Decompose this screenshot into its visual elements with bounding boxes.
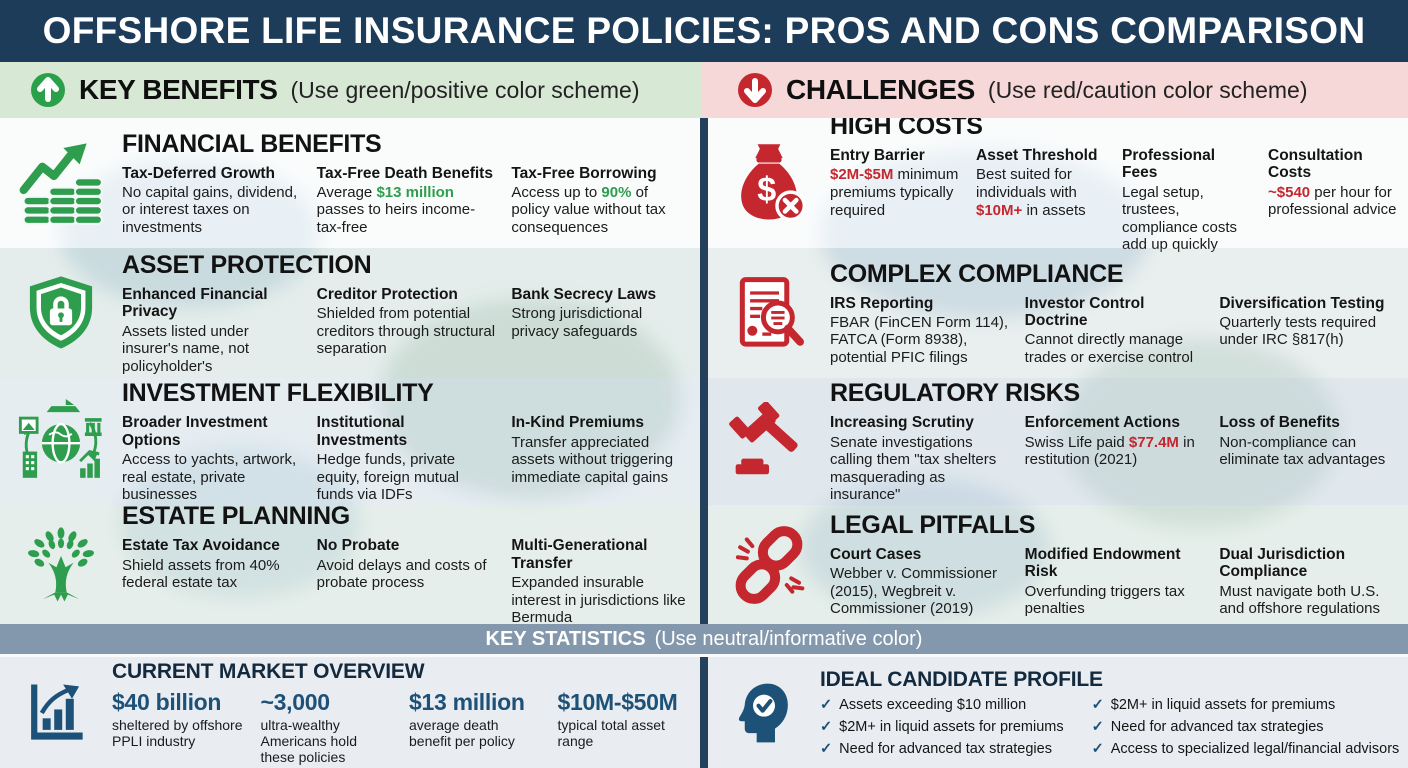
statistics-body: CURRENT MARKET OVERVIEW $40 billion shel…: [0, 654, 1408, 768]
map-blob: [1060, 338, 1340, 528]
section-title: FINANCIAL BENEFITS: [122, 129, 382, 158]
benefit-item: Tax-Free Borrowing Access up to 90% of p…: [511, 164, 666, 236]
section-title: COMPLEX COMPLIANCE: [830, 259, 1124, 288]
investment-flexibility-section: INVESTMENT FLEXIBILITY Broader Investmen…: [0, 378, 700, 505]
market-overview-title: CURRENT MARKET OVERVIEW: [112, 659, 425, 683]
check-icon: ✓: [820, 719, 833, 735]
benefit-item: Institutional Investments Hedge funds, p…: [316, 414, 459, 504]
comparison-body: FINANCIAL BENEFITS Tax-Deferred Growth N…: [0, 118, 1408, 624]
check-icon: ✓: [1091, 741, 1104, 757]
stat-item: ~3,000 ultra-wealthy Americans hold thes…: [260, 688, 358, 766]
gavel-icon: [708, 401, 830, 482]
up-arrow-circle-icon: [31, 73, 65, 107]
candidate-profile-title: IDEAL CANDIDATE PROFILE: [820, 668, 1103, 691]
page-title: OFFSHORE LIFE INSURANCE POLICIES: PROS A…: [0, 0, 1408, 62]
benefit-item: Enhanced Financial Privacy Assets listed…: [122, 285, 268, 375]
stat-item: $10M-$50M typical total asset range: [557, 688, 678, 749]
check-icon: ✓: [1091, 697, 1104, 713]
checklist-item: ✓ Assets exceeding $10 million: [820, 697, 1027, 713]
financial-benefits-section: FINANCIAL BENEFITS Tax-Deferred Growth N…: [0, 118, 700, 248]
regulatory-risks-section: REGULATORY RISKS Increasing Scrutiny Sen…: [708, 378, 1408, 505]
key-benefits-header: KEY BENEFITS (Use green/positive color s…: [0, 62, 701, 118]
bar-chart-icon: [0, 681, 112, 745]
broken-chain-icon: [708, 525, 830, 605]
challenge-item: Dual Jurisdiction Compliance Must naviga…: [1219, 546, 1381, 618]
down-arrow-circle-icon: [738, 73, 772, 107]
benefit-item: Creditor Protection Shielded from potent…: [316, 285, 496, 358]
map-blob: [380, 298, 680, 498]
checklist-item: ✓ $2M+ in liquid assets for premiums: [1091, 697, 1336, 713]
benefit-item: Tax-Deferred Growth No capital gains, di…: [122, 164, 298, 236]
key-benefits-label: KEY BENEFITS: [79, 74, 278, 105]
check-icon: ✓: [820, 697, 833, 713]
legal-pitfalls-section: LEGAL PITFALLS Court Cases Webber v. Com…: [708, 505, 1408, 624]
section-title: ESTATE PLANNING: [122, 502, 350, 531]
challenge-item: Asset Threshold Best suited for individu…: [976, 147, 1098, 219]
key-statistics-label: KEY STATISTICS: [485, 627, 646, 650]
bottom-center-divider: [700, 657, 708, 768]
estate-planning-section: ESTATE PLANNING Estate Tax Avoidance Shi…: [0, 502, 700, 624]
challenge-item: Modified Endowment Risk Overfunding trig…: [1024, 546, 1185, 618]
benefits-panel: FINANCIAL BENEFITS Tax-Deferred Growth N…: [0, 118, 700, 624]
key-statistics-bar: KEY STATISTICS (Use neutral/informative …: [0, 624, 1408, 654]
challenge-item: Enforcement Actions Swiss Life paid $77.…: [1024, 414, 1195, 469]
globe-investments-icon: [0, 398, 122, 485]
challenge-item: Investor Control Doctrine Cannot directl…: [1024, 294, 1194, 366]
benefit-item: Bank Secrecy Laws Strong jurisdictional …: [511, 285, 657, 340]
stat-item: $40 billion sheltered by offshore PPLI i…: [112, 688, 243, 749]
benefit-item: Estate Tax Avoidance Shield assets from …: [122, 537, 280, 592]
challenges-header: CHALLENGES (Use red/caution color scheme…: [701, 62, 1408, 118]
head-check-icon: [708, 680, 820, 746]
money-bag-icon: $: [708, 142, 830, 224]
candidate-checklist-col1: ✓ Assets exceeding $10 million ✓ $2M+ in l…: [820, 697, 1064, 757]
section-title: HIGH COSTS: [830, 118, 983, 141]
coins-growth-icon: [0, 141, 122, 225]
section-title: ASSET PROTECTION: [122, 250, 372, 279]
benefit-item: Broader Investment Options Access to yac…: [122, 414, 297, 504]
benefit-item: No Probate Avoid delays and costs of pro…: [316, 537, 487, 592]
challenge-item: Professional Fees Legal setup, trustees,…: [1122, 147, 1238, 254]
section-header-bands: KEY BENEFITS (Use green/positive color s…: [0, 62, 1408, 118]
key-statistics-note: (Use neutral/informative color): [654, 627, 923, 650]
challenge-item: Entry Barrier $2M-$5M minimum premiums t…: [830, 147, 959, 219]
key-benefits-note: (Use green/positive color scheme): [290, 76, 640, 103]
center-divider: [700, 118, 708, 624]
stat-item: $13 million average death benefit per po…: [409, 688, 525, 749]
challenge-item: Court Cases Webber v. Commissioner (2015…: [830, 546, 997, 618]
challenge-item: Diversification Testing Quarterly tests …: [1219, 294, 1385, 349]
challenge-item: IRS Reporting FBAR (FinCEN Form 114), FA…: [830, 294, 1009, 366]
market-overview: CURRENT MARKET OVERVIEW $40 billion shel…: [0, 657, 700, 768]
benefit-item: Multi-Generational Transfer Expanded ins…: [511, 537, 686, 624]
checklist-item: ✓ Need for advanced tax strategies: [820, 741, 1052, 757]
section-title: REGULATORY RISKS: [830, 379, 1080, 408]
document-search-icon: [708, 273, 830, 353]
challenges-label: CHALLENGES: [786, 74, 975, 105]
high-costs-section: $ HIGH COSTS Entry Barrier $2M-$5M minim…: [708, 118, 1408, 253]
challenge-item: Increasing Scrutiny Senate investigation…: [830, 414, 997, 504]
benefit-item: Tax-Free Death Benefits Average $13 mill…: [316, 164, 493, 236]
svg-text:$: $: [757, 171, 776, 209]
checklist-item: ✓ Need for advanced tax strategies: [1091, 719, 1324, 735]
map-blob: [120, 448, 360, 598]
shield-lock-icon: [0, 273, 122, 353]
challenge-item: Loss of Benefits Non-compliance can elim…: [1219, 414, 1386, 469]
map-blob: [800, 478, 1050, 618]
check-icon: ✓: [820, 741, 833, 757]
asset-protection-section: ASSET PROTECTION Enhanced Financial Priv…: [0, 248, 700, 378]
candidate-profile: IDEAL CANDIDATE PROFILE ✓ Assets exceedin…: [708, 657, 1408, 768]
benefit-item: In-Kind Premiums Transfer appreciated as…: [511, 414, 674, 486]
challenges-note: (Use red/caution color scheme): [987, 76, 1308, 103]
challenge-item: Consultation Costs ~$540 per hour for pr…: [1268, 147, 1397, 219]
checklist-item: ✓ Access to specialized legal/financial a…: [1091, 741, 1400, 757]
candidate-checklist-col2: ✓ $2M+ in liquid assets for premiums ✓ Nee…: [1092, 697, 1400, 757]
tree-icon: [0, 524, 122, 606]
checklist-item: ✓ $2M+ in liquid assets for premiums: [820, 719, 1064, 735]
section-title: INVESTMENT FLEXIBILITY: [122, 379, 434, 408]
challenges-panel: $ HIGH COSTS Entry Barrier $2M-$5M minim…: [708, 118, 1408, 624]
check-icon: ✓: [1091, 719, 1104, 735]
section-title: LEGAL PITFALLS: [830, 511, 1036, 539]
complex-compliance-section: COMPLEX COMPLIANCE IRS Reporting FBAR (F…: [708, 248, 1408, 378]
